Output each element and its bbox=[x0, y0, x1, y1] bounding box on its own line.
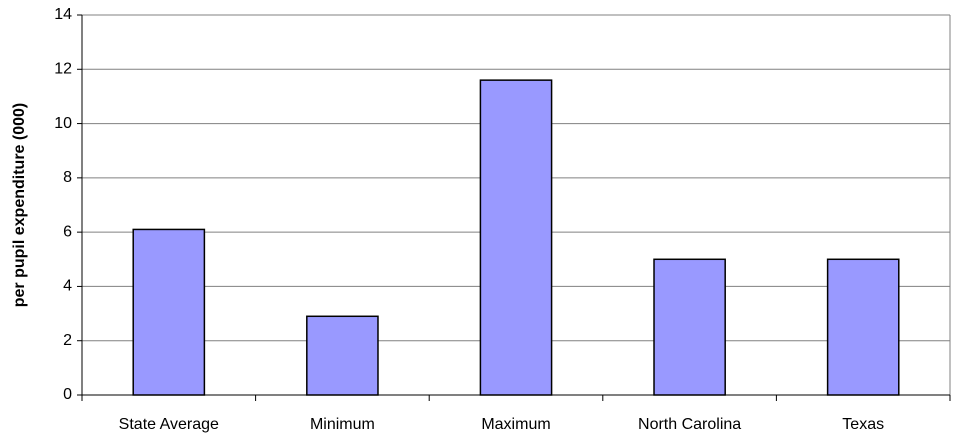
y-tick-label: 12 bbox=[54, 61, 72, 78]
x-tick-label: Maximum bbox=[481, 416, 550, 433]
bar bbox=[826, 258, 900, 396]
bar bbox=[479, 79, 553, 396]
x-tick-label: Texas bbox=[842, 416, 884, 433]
y-tick-label: 10 bbox=[54, 115, 72, 132]
bar bbox=[306, 315, 379, 396]
y-tick-label: 14 bbox=[54, 6, 72, 23]
y-tick-label: 2 bbox=[63, 332, 72, 349]
y-tick-label: 8 bbox=[63, 169, 72, 186]
x-tick-label: State Average bbox=[119, 416, 219, 433]
y-tick-label: 0 bbox=[63, 386, 72, 403]
x-tick-label: North Carolina bbox=[638, 416, 741, 433]
bar bbox=[653, 258, 726, 396]
bar bbox=[132, 228, 206, 396]
x-tick-label: Minimum bbox=[310, 416, 375, 433]
y-axis-label: per pupil expenditure (000) bbox=[11, 103, 28, 307]
y-tick-label: 6 bbox=[63, 223, 72, 240]
y-tick-label: 4 bbox=[63, 278, 72, 295]
